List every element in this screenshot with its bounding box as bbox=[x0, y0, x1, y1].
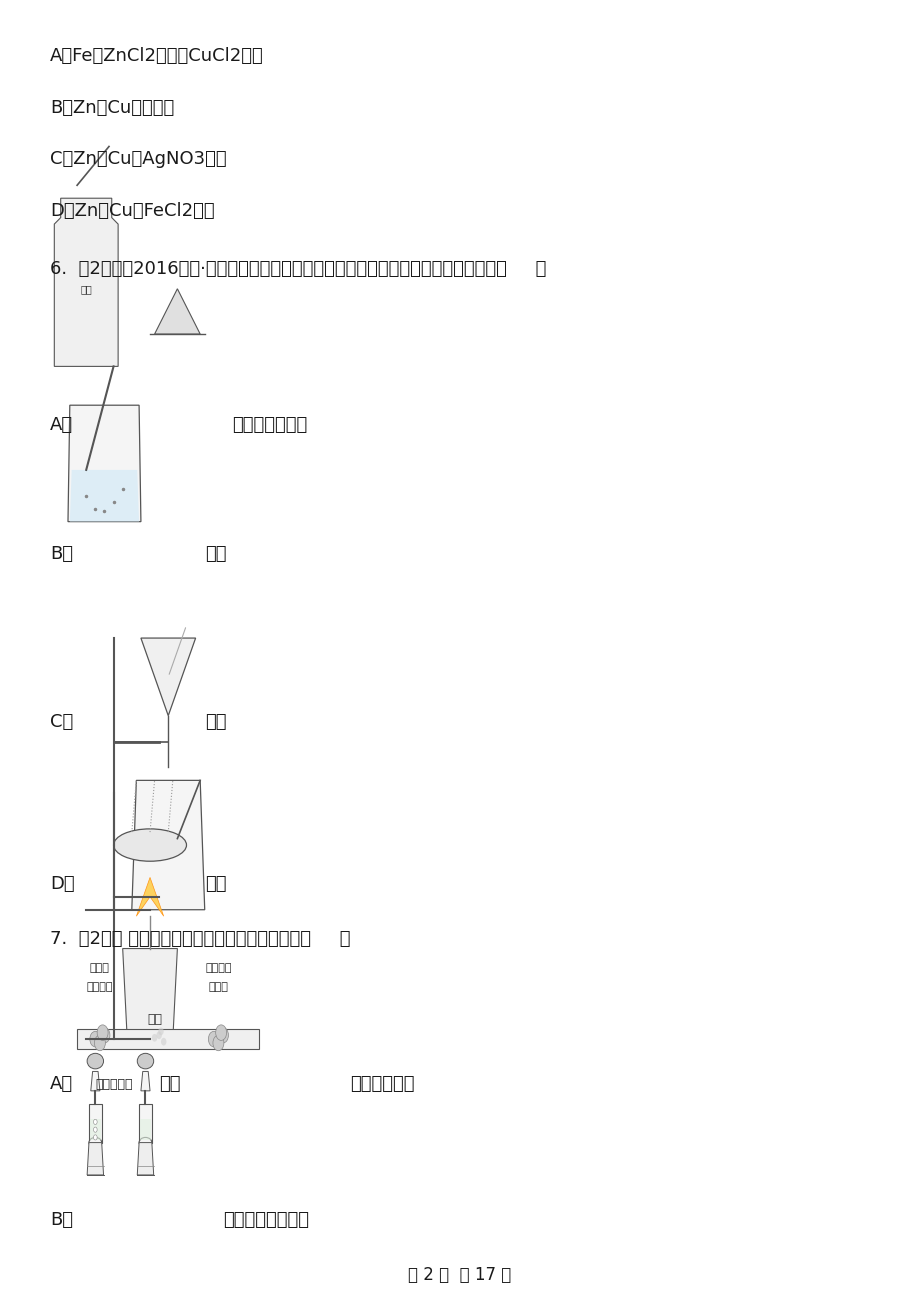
Polygon shape bbox=[77, 1029, 259, 1049]
Polygon shape bbox=[141, 1072, 150, 1091]
Text: D．Zn、Cu、FeCl2溶液: D．Zn、Cu、FeCl2溶液 bbox=[50, 202, 214, 220]
Ellipse shape bbox=[89, 1138, 102, 1148]
Ellipse shape bbox=[139, 1138, 152, 1148]
Circle shape bbox=[156, 1031, 162, 1039]
Text: 水的棉花: 水的棉花 bbox=[86, 982, 113, 992]
Circle shape bbox=[99, 1027, 109, 1043]
Text: A．: A． bbox=[50, 1075, 73, 1094]
Polygon shape bbox=[70, 470, 139, 522]
Polygon shape bbox=[90, 1120, 101, 1141]
Circle shape bbox=[215, 1025, 226, 1040]
Text: 粗盐: 粗盐 bbox=[80, 284, 92, 294]
Circle shape bbox=[90, 1031, 101, 1047]
Text: 鉴别盐酸和稀硫酸: 鉴别盐酸和稀硫酸 bbox=[222, 1211, 309, 1229]
Text: 白烟: 白烟 bbox=[159, 1075, 180, 1094]
Polygon shape bbox=[54, 198, 118, 366]
Text: B．: B． bbox=[50, 1211, 73, 1229]
Polygon shape bbox=[139, 1104, 152, 1143]
Text: 第 2 页  共 17 页: 第 2 页 共 17 页 bbox=[408, 1266, 511, 1284]
Circle shape bbox=[161, 1038, 166, 1046]
Ellipse shape bbox=[87, 1053, 104, 1069]
Polygon shape bbox=[91, 1072, 100, 1091]
Text: 过滤: 过滤 bbox=[205, 713, 226, 732]
Text: A．Fe、ZnCl2溶液、CuCl2溶液: A．Fe、ZnCl2溶液、CuCl2溶液 bbox=[50, 47, 263, 65]
Polygon shape bbox=[136, 878, 164, 917]
Circle shape bbox=[217, 1027, 228, 1043]
Text: D．: D． bbox=[50, 875, 74, 893]
Circle shape bbox=[158, 1027, 164, 1035]
Polygon shape bbox=[87, 1143, 104, 1174]
Polygon shape bbox=[141, 638, 196, 716]
Text: 溶解: 溶解 bbox=[205, 546, 226, 562]
Text: 蘸浓盐酸: 蘸浓盐酸 bbox=[205, 963, 232, 973]
Polygon shape bbox=[122, 949, 177, 1039]
Circle shape bbox=[208, 1031, 219, 1047]
Text: C．Zn、Cu、AgNO3溶液: C．Zn、Cu、AgNO3溶液 bbox=[50, 151, 226, 168]
Circle shape bbox=[95, 1035, 106, 1051]
Text: C．: C． bbox=[50, 713, 73, 732]
Polygon shape bbox=[140, 1120, 151, 1141]
Polygon shape bbox=[154, 289, 200, 335]
Ellipse shape bbox=[137, 1053, 153, 1069]
Circle shape bbox=[94, 1128, 97, 1133]
Polygon shape bbox=[89, 1104, 102, 1143]
Circle shape bbox=[94, 1135, 97, 1141]
Circle shape bbox=[152, 1034, 157, 1042]
Text: B．Zn、Cu、稀盐酸: B．Zn、Cu、稀盐酸 bbox=[50, 99, 174, 117]
Circle shape bbox=[212, 1035, 223, 1051]
Text: 7.  （2分） 下列装置或实验设计使用不恰当的是（     ）: 7. （2分） 下列装置或实验设计使用不恰当的是（ ） bbox=[50, 931, 350, 948]
Polygon shape bbox=[68, 405, 141, 522]
Text: A．: A． bbox=[50, 415, 73, 434]
Text: 碳酸钠溶液: 碳酸钠溶液 bbox=[96, 1078, 132, 1091]
Text: 白烟: 白烟 bbox=[147, 1013, 162, 1026]
Text: 探究分子运动: 探究分子运动 bbox=[350, 1075, 414, 1094]
Circle shape bbox=[94, 1120, 97, 1125]
Polygon shape bbox=[131, 780, 205, 910]
Ellipse shape bbox=[113, 829, 187, 861]
Circle shape bbox=[97, 1025, 108, 1040]
Text: 蘸浓氨: 蘸浓氨 bbox=[90, 963, 109, 973]
Text: 蒸发: 蒸发 bbox=[205, 875, 226, 893]
Text: 6.  （2分）（2016九下·农安期中）粗盐提纯实验的部分操作如图所示，其中错误的是（     ）: 6. （2分）（2016九下·农安期中）粗盐提纯实验的部分操作如图所示，其中错误… bbox=[50, 260, 546, 279]
Text: 的棉花: 的棉花 bbox=[209, 982, 228, 992]
Text: B．: B． bbox=[50, 546, 73, 562]
Polygon shape bbox=[137, 1143, 153, 1174]
Text: 取一定量的粗盐: 取一定量的粗盐 bbox=[232, 415, 307, 434]
